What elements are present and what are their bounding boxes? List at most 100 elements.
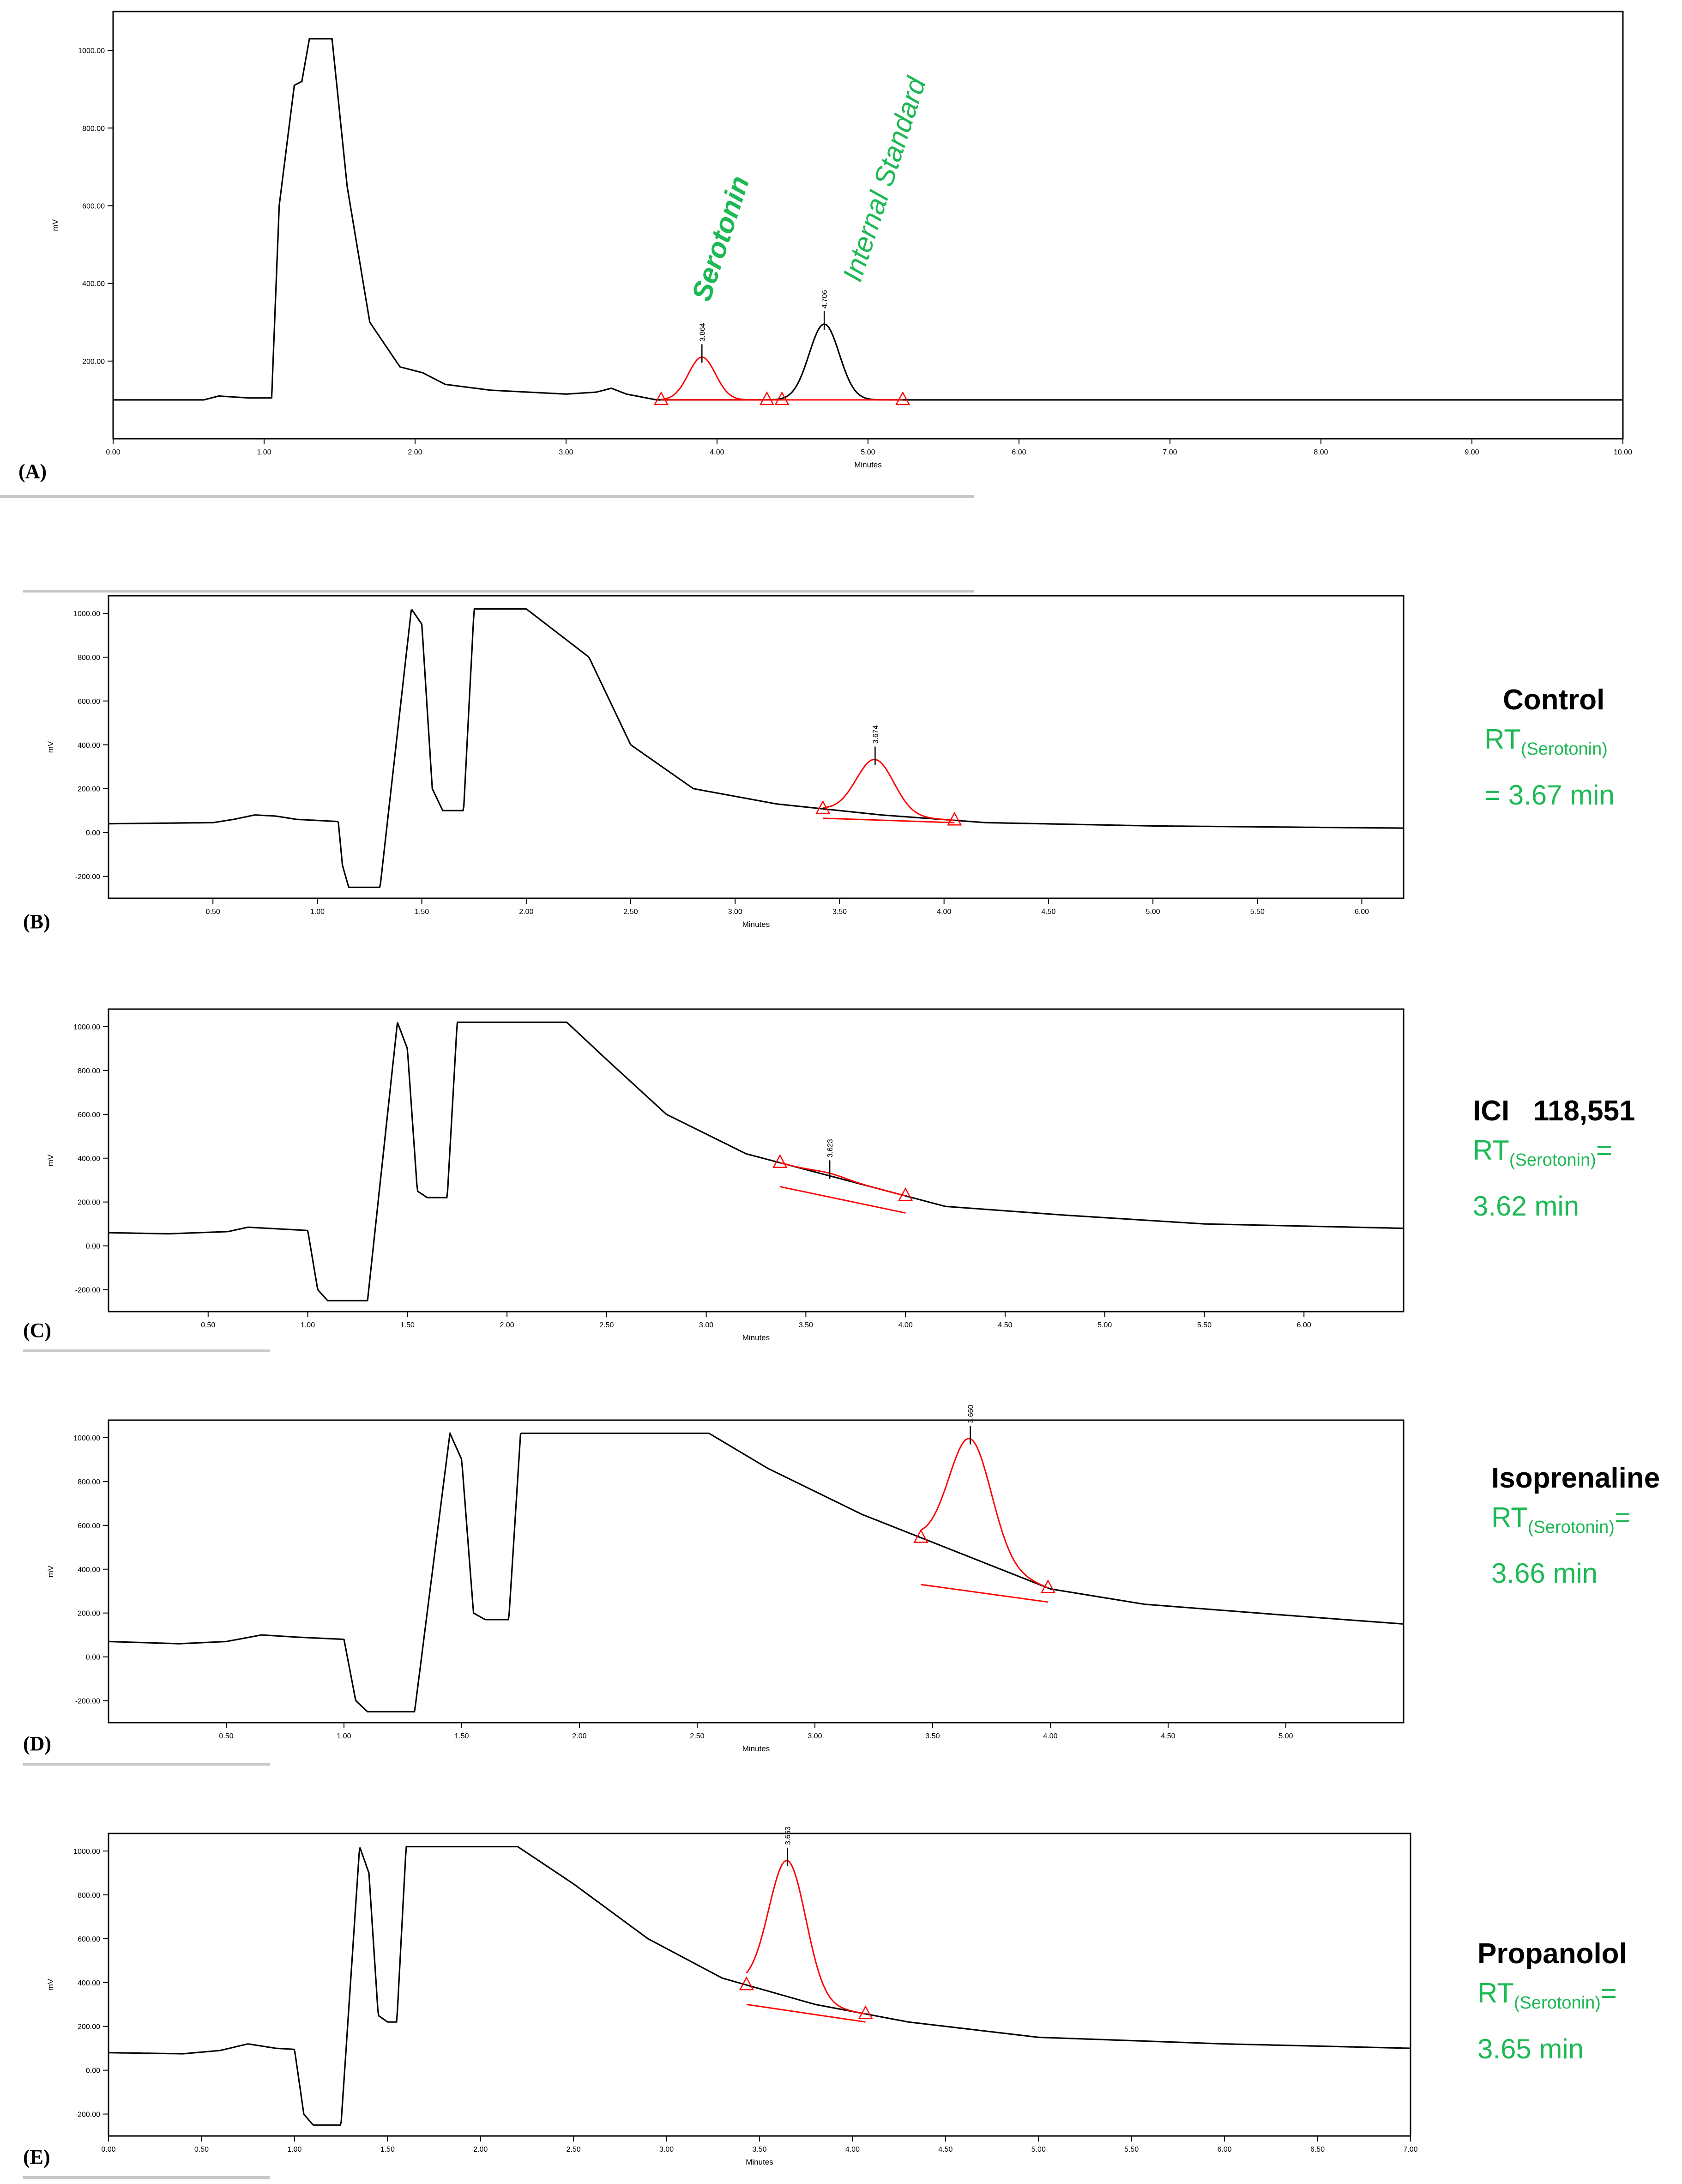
- panel-letter: (D): [23, 1732, 51, 1755]
- y-tick-label: 1000.00: [73, 1848, 100, 1856]
- y-tick-label: -200.00: [75, 1698, 100, 1706]
- peak-boundary-marker: [898, 1187, 913, 1201]
- peak-annotation: Serotonin: [686, 172, 755, 305]
- rt-subscript: (Serotonin): [1527, 1518, 1615, 1537]
- x-tick-label: 7.00: [1163, 448, 1177, 456]
- x-tick-label: 3.50: [752, 2146, 766, 2154]
- condition-label: ICI 118,551: [1473, 1095, 1635, 1127]
- x-tick-label: 5.00: [1146, 908, 1160, 916]
- serotonin-peak: [661, 356, 767, 401]
- x-tick-label: 4.00: [937, 908, 951, 916]
- x-tick-label: 4.00: [898, 1321, 913, 1329]
- y-tick-label: 200.00: [78, 2023, 100, 2031]
- x-tick-label: 0.00: [101, 2146, 115, 2154]
- x-tick-label: 2.00: [473, 2146, 488, 2154]
- serotonin-peak: [920, 1438, 1049, 1589]
- x-tick-label: 6.50: [1310, 2146, 1325, 2154]
- x-tick-label: 4.50: [1041, 908, 1055, 916]
- y-tick-label: 600.00: [78, 1111, 100, 1119]
- rt-value: 3.62 min: [1473, 1191, 1580, 1222]
- y-tick-label: 400.00: [82, 280, 105, 288]
- rt-subscript: (Serotonin): [1513, 1993, 1601, 2013]
- y-tick-label: 200.00: [78, 786, 100, 793]
- chromatogram-panel-e: -200.00 0.00 200.00 400.00 600.00 800.00 1000.…: [23, 1827, 1418, 2168]
- rt-equals: =: [1600, 1978, 1617, 2009]
- y-tick-label: 600.00: [78, 1936, 100, 1943]
- x-tick-label: 1.00: [301, 1321, 315, 1329]
- peak-rt-label: 3.864: [699, 323, 706, 341]
- peak-rt-label: 3.674: [872, 725, 880, 744]
- peak-baseline: [779, 1186, 906, 1214]
- chromatogram-panel-b: -200.00 0.00 200.00 400.00 600.00 800.00 1000.…: [23, 595, 1405, 933]
- y-tick-label: 800.00: [78, 1067, 100, 1075]
- serotonin-peak: [823, 759, 955, 821]
- x-axis-label: Minutes: [746, 2158, 773, 2166]
- y-tick-label: 600.00: [78, 698, 100, 706]
- peak-boundary-marker: [1040, 1579, 1055, 1593]
- peak-rt-label: 3.660: [967, 1404, 975, 1423]
- x-axis-label: Minutes: [854, 460, 882, 469]
- y-tick-label: 0.00: [86, 829, 100, 837]
- peak-boundary-marker: [759, 391, 775, 405]
- peak-baseline: [746, 2003, 866, 2023]
- peak-boundary-marker: [815, 800, 831, 814]
- plot-frame: [108, 1008, 1405, 1313]
- x-tick-label: 5.00: [1278, 1732, 1293, 1740]
- x-tick-label: 6.00: [1218, 2146, 1232, 2154]
- peak-rt-label: 3.623: [826, 1139, 834, 1157]
- x-tick-label: 2.50: [599, 1321, 614, 1329]
- chromatogram-trace: [108, 1021, 1404, 1301]
- peak-rt-label: 4.706: [821, 290, 829, 309]
- x-tick-label: 0.50: [194, 2146, 209, 2154]
- y-tick-label: 800.00: [78, 654, 100, 662]
- x-tick-label: 4.50: [938, 2146, 953, 2154]
- x-tick-label: 1.00: [257, 448, 271, 456]
- y-axis-label: mV: [46, 1565, 55, 1577]
- rt-value: 3.65 min: [1477, 2033, 1584, 2064]
- side-label-b: Control RT(Serotonin) = 3.67 min: [1484, 684, 1615, 818]
- y-tick-label: 1000.00: [73, 1023, 100, 1031]
- x-tick-label: 3.00: [808, 1732, 822, 1740]
- x-tick-label: 3.50: [925, 1732, 940, 1740]
- peak-boundary-marker: [913, 1529, 928, 1543]
- chromatogram-panel-c: -200.00 0.00 200.00 400.00 600.00 800.00 1000.…: [23, 1008, 1405, 1342]
- y-tick-label: 800.00: [82, 125, 105, 133]
- y-tick-label: 400.00: [78, 1155, 100, 1163]
- serotonin-peak: [779, 1162, 906, 1197]
- x-tick-label: 3.50: [799, 1321, 813, 1329]
- x-tick-label: 3.50: [832, 908, 847, 916]
- peak-boundary-marker: [858, 2005, 873, 2019]
- plot-frame: [108, 595, 1405, 899]
- y-tick-label: 600.00: [82, 202, 105, 210]
- y-axis-label: mV: [46, 1154, 55, 1166]
- peak-boundary-marker: [895, 391, 910, 405]
- panel-letter: (A): [18, 460, 47, 483]
- side-label-d: Isoprenaline RT(Serotonin)= 3.66 min: [1491, 1462, 1660, 1597]
- x-tick-label: 9.00: [1465, 448, 1479, 456]
- y-tick-label: 0.00: [86, 2067, 100, 2075]
- y-tick-label: 800.00: [78, 1478, 100, 1486]
- serotonin-peak: [746, 1860, 866, 2015]
- x-tick-label: 5.50: [1124, 2146, 1139, 2154]
- x-tick-label: 6.00: [1012, 448, 1026, 456]
- peak-boundary-marker: [653, 391, 669, 405]
- x-tick-label: 4.50: [998, 1321, 1012, 1329]
- x-tick-label: 0.50: [219, 1732, 233, 1740]
- chromatogram-trace: [108, 1845, 1411, 2126]
- x-tick-label: 8.00: [1314, 448, 1328, 456]
- y-tick-label: 0.00: [86, 1243, 100, 1251]
- x-tick-label: 2.00: [519, 908, 533, 916]
- y-tick-label: 200.00: [78, 1199, 100, 1207]
- panel-letter: (E): [23, 2146, 50, 2168]
- x-tick-label: 2.50: [690, 1732, 704, 1740]
- chromatogram-panel-a: 200.00 400.00 600.00 800.00 1000.00 0.00 1.00 2…: [18, 11, 1632, 483]
- x-tick-label: 4.00: [1043, 1732, 1057, 1740]
- peak-annotation: Internal Standard: [837, 73, 932, 285]
- x-tick-label: 4.00: [845, 2146, 860, 2154]
- x-tick-label: 6.00: [1297, 1321, 1311, 1329]
- y-tick-label: 0.00: [86, 1654, 100, 1662]
- plot-frame: [108, 1419, 1405, 1724]
- rt-prefix: RT: [1477, 1978, 1514, 2009]
- rt-value: = 3.67 min: [1484, 780, 1615, 811]
